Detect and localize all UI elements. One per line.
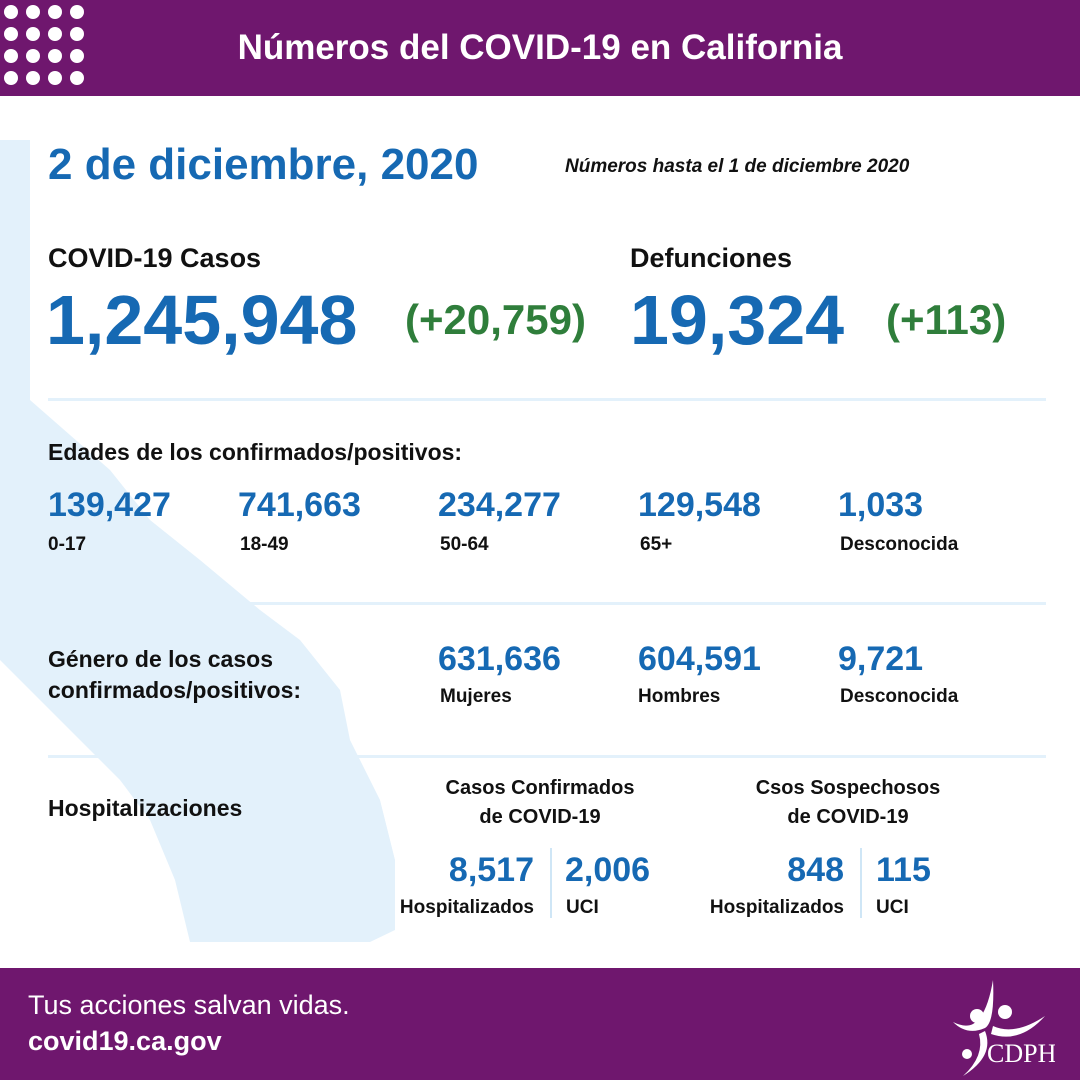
age-label: 0-17 — [48, 534, 87, 555]
confirmed-icu-value: 2,006 — [565, 851, 651, 889]
suspected-header-line2: de COVID-19 — [787, 806, 909, 828]
gender-title-line2: confirmados/positivos: — [48, 677, 302, 703]
confirmed-icu-label: UCI — [566, 897, 599, 918]
age-label: Desconocida — [840, 534, 959, 555]
cases-value: 1,245,948 — [46, 281, 358, 359]
gender-title-line1: Género de los casos — [48, 646, 273, 672]
suspected-header-line1: Csos Sospechosos — [755, 777, 941, 799]
age-value: 234,277 — [438, 486, 561, 524]
header-bar: Números del COVID-19 en California — [0, 0, 1080, 96]
separator — [550, 848, 552, 918]
hospitalizations-title: Hospitalizaciones — [48, 795, 243, 821]
svg-text:CDPH: CDPH — [987, 1039, 1055, 1068]
confirmed-hospitalized-label: Hospitalizados — [399, 897, 534, 918]
age-value: 1,033 — [838, 486, 924, 524]
gender-value: 631,636 — [438, 640, 561, 678]
gender-value: 9,721 — [838, 640, 924, 678]
gender-label: Mujeres — [440, 686, 512, 707]
footer-bar: Tus acciones salvan vidas. covid19.ca.go… — [0, 968, 1080, 1080]
website-link[interactable]: covid19.ca.gov — [28, 1026, 222, 1056]
cdph-logo: CDPH — [925, 976, 1057, 1076]
deaths-value: 19,324 — [630, 281, 845, 359]
suspected-hospitalized-value: 848 — [787, 851, 844, 889]
tagline: Tus acciones salvan vidas. — [28, 990, 350, 1020]
age-value: 741,663 — [238, 486, 361, 524]
age-label: 18-49 — [240, 534, 289, 555]
divider — [48, 398, 1046, 401]
divider — [48, 755, 1046, 758]
age-value: 139,427 — [48, 486, 171, 524]
divider — [48, 602, 1046, 605]
gender-label: Hombres — [638, 686, 721, 707]
suspected-hospitalized-label: Hospitalizados — [709, 897, 844, 918]
separator — [860, 848, 862, 918]
gender-label: Desconocida — [840, 686, 959, 707]
confirmed-hospitalized-value: 8,517 — [448, 851, 534, 889]
age-label: 65+ — [640, 534, 673, 555]
suspected-icu-label: UCI — [876, 897, 909, 918]
page-title: Números del COVID-19 en California — [237, 28, 843, 67]
age-value: 129,548 — [638, 486, 761, 524]
cases-change: (+20,759) — [405, 296, 586, 343]
deaths-label: Defunciones — [630, 243, 793, 273]
ages-title: Edades de los confirmados/positivos: — [48, 439, 463, 465]
report-date: 2 de diciembre, 2020 — [48, 140, 479, 189]
california-map-background — [0, 140, 395, 942]
cdph-logo-icon: CDPH — [953, 980, 1057, 1076]
as-of-note: Números hasta el 1 de diciembre 2020 — [565, 156, 910, 177]
confirmed-header-line1: Casos Confirmados — [445, 777, 635, 799]
age-label: 50-64 — [440, 534, 489, 555]
cases-label: COVID-19 Casos — [48, 243, 262, 273]
suspected-icu-value: 115 — [876, 851, 931, 889]
deaths-change: (+113) — [886, 296, 1007, 343]
gender-value: 604,591 — [638, 640, 761, 678]
confirmed-header-line2: de COVID-19 — [479, 806, 601, 828]
